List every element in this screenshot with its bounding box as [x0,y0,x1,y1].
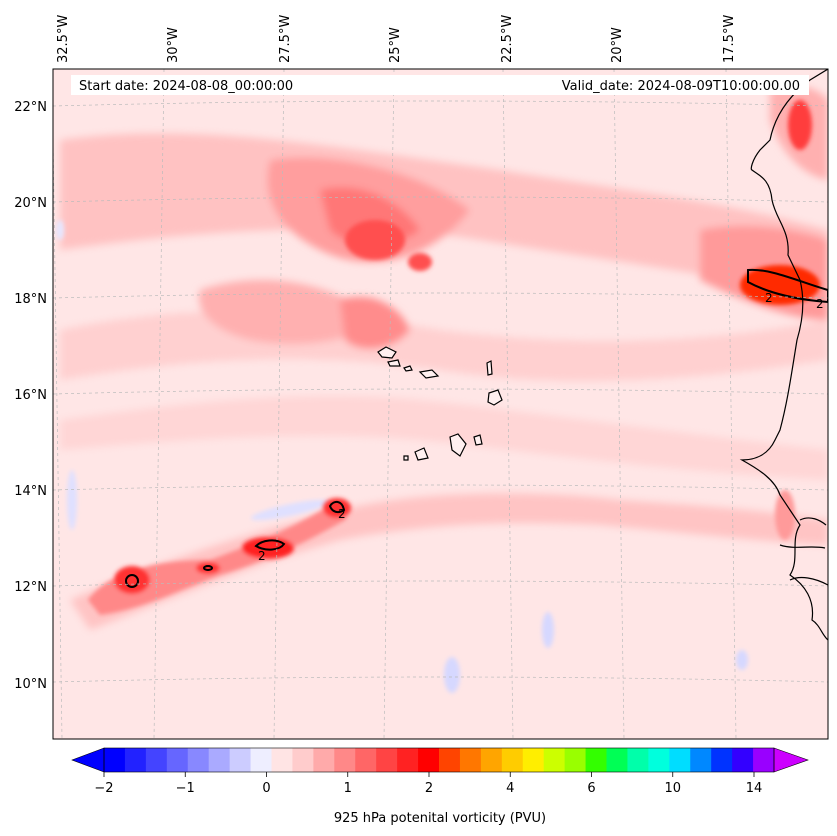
date-header-box [71,75,809,95]
colorbar-cell [606,748,628,772]
colorbar-cell [564,748,587,772]
colorbar-tick-label: 1 [344,781,352,796]
lon-label: 27.5°W [278,15,293,63]
lon-label: 30°W [166,27,181,63]
colorbar-cell [439,748,461,772]
lon-label: 22.5°W [500,15,515,63]
colorbar-cell [250,748,272,772]
colorbar-tick-label: 6 [587,781,595,796]
lat-label: 10°N [14,677,47,692]
contour-label: 2 [816,297,824,311]
colorbar-cell [145,748,168,772]
contour-label: 2 [258,549,266,563]
colorbar-cell [376,748,398,772]
colorbar-cell [271,748,293,772]
colorbar-cell [313,748,335,772]
pv-maxima [88,100,820,615]
colorbar-over-arrow [773,747,809,773]
lat-label: 22°N [14,100,47,115]
lat-label: 18°N [14,292,47,307]
colorbar-cell [355,748,377,772]
colorbar-cell [104,748,126,772]
colorbar-cell [522,748,545,772]
colorbar-cell [585,748,607,772]
colorbar-cell [732,748,754,772]
lon-label: 32.5°W [56,15,71,63]
colorbar-cell [690,748,712,772]
coastlines [739,69,828,641]
lat-label: 12°N [14,580,47,595]
colorbar-tick-label: 10 [664,781,681,796]
colorbar-cell [208,748,231,772]
colorbar-cell [501,748,524,772]
colorbar-cell [543,748,566,772]
colorbar-label: 925 hPa potenital vorticity (PVU) [334,811,546,826]
colorbar-frame [103,747,775,773]
colorbar-cell [753,748,775,772]
colorbar-tick-label: −1 [176,781,195,796]
graticule [53,69,828,739]
lat-label: 14°N [14,484,47,499]
colorbar-cell [418,748,440,772]
valid-date-label: Valid_date: 2024-08-09T10:00:00.00 [562,79,800,94]
colorbar-under-arrow [71,747,105,773]
colorbar-cell [627,748,649,772]
colorbar-cell [648,748,670,772]
start-date-label: Start date: 2024-08-08_00:00:00 [79,79,293,94]
contour-label: 2 [765,291,773,305]
colorbar-cells [104,748,775,772]
colorbar-tick-label: 0 [262,781,270,796]
colorbar-cell [124,748,147,772]
date-header: Start date: 2024-08-08_00:00:00 Valid_da… [71,75,809,95]
contour-2pvu [125,268,828,588]
colorbar-cell [292,748,314,772]
colorbar: −2 −1 0 1 2 4 6 10 14 925 hPa potenital vorticit… [71,747,809,826]
contour-label: 2 [338,507,346,521]
contour-labels: 2 2 2 2 [258,291,824,563]
colorbar-cell [711,748,733,772]
lon-label: 20°W [610,27,625,63]
map-frame [52,68,829,740]
colorbar-cell [669,748,691,772]
colorbar-cell [397,748,419,772]
latitude-labels: 22°N 20°N 18°N 16°N 14°N 12°N 10°N [14,100,47,692]
colorbar-ticks: −2 −1 0 1 2 4 6 10 14 [94,772,762,796]
colorbar-tick-label: 14 [746,781,763,796]
lat-label: 20°N [14,196,47,211]
map-panel: 2 2 2 2 [52,68,829,740]
lat-label: 16°N [14,388,47,403]
colorbar-cell [459,748,482,772]
longitude-labels: 32.5°W 30°W 27.5°W 25°W 22.5°W 20°W 17.5… [56,15,737,63]
lon-label: 17.5°W [722,15,737,63]
negative-pv-patches [56,220,748,693]
colorbar-cell [334,748,356,772]
colorbar-cell [187,748,210,772]
pv-field: 2 2 2 2 [53,69,828,739]
colorbar-cell [166,748,189,772]
lon-label: 25°W [388,27,403,63]
colorbar-tick-label: −2 [94,781,113,796]
colorbar-tick-label: 4 [506,781,514,796]
cape-verde-islands [377,346,503,461]
colorbar-tick-label: 2 [425,781,433,796]
colorbar-cell [229,748,252,772]
colorbar-cell [480,748,503,772]
